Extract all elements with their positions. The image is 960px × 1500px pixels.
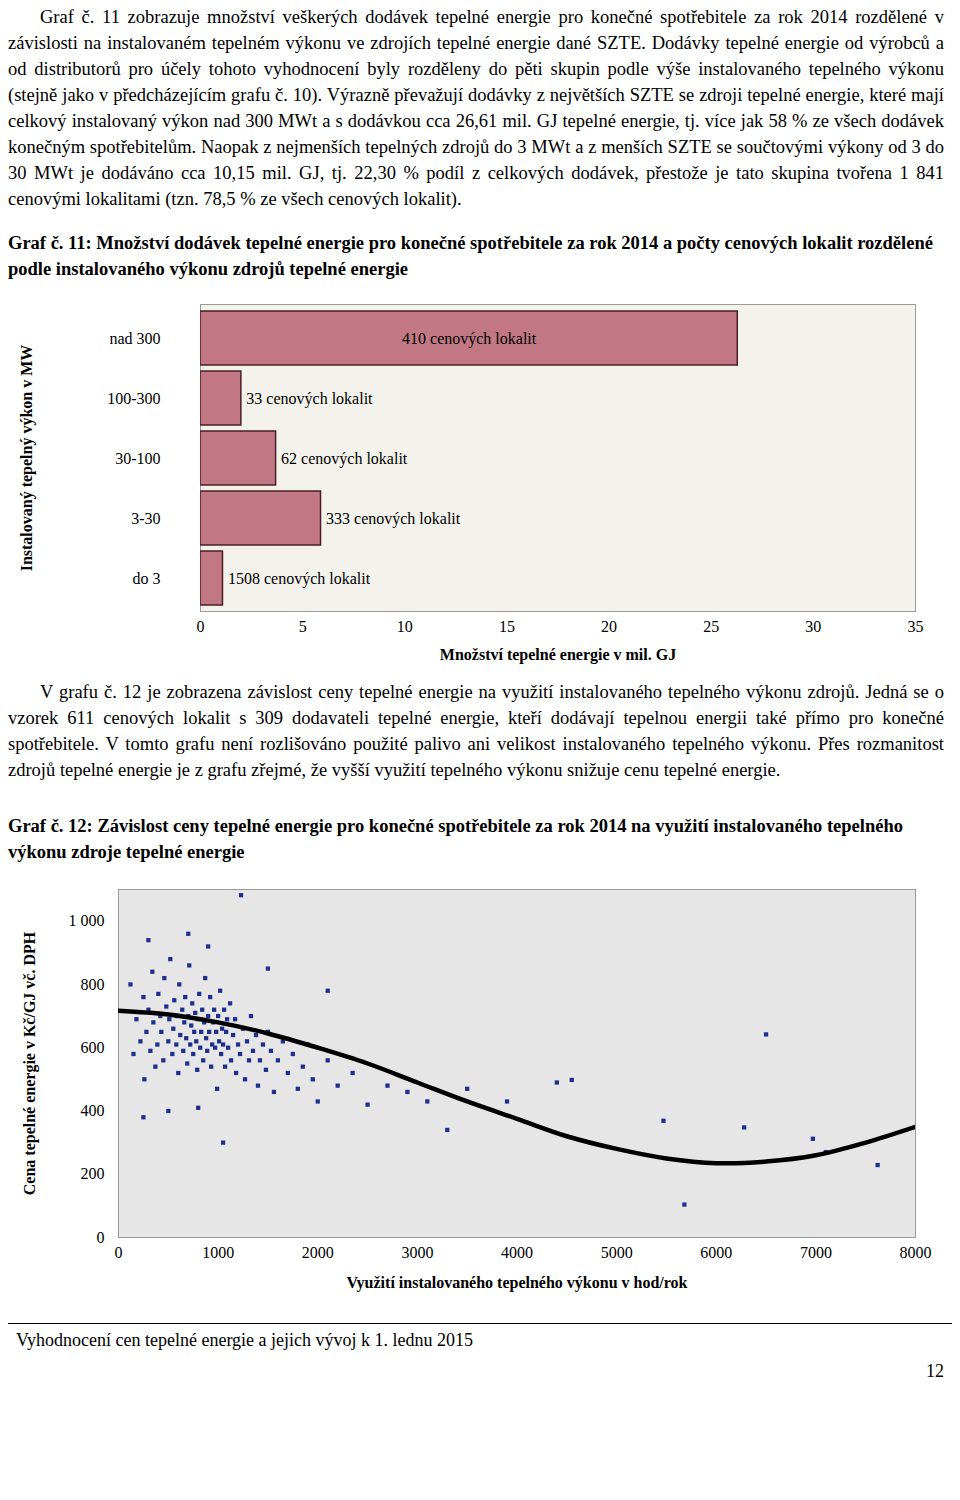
svg-text:8000: 8000 <box>900 1244 932 1261</box>
svg-text:800: 800 <box>81 976 105 993</box>
html-text:V grafu č. 12 je zobrazena záv: V grafu č. 12 je zobrazena závislost cen… <box>8 682 944 780</box>
svg-text:10: 10 <box>397 618 413 635</box>
svg-text:0: 0 <box>97 1229 105 1246</box>
svg-text:nad 300: nad 300 <box>109 330 160 347</box>
svg-text:Cena tepelné energie v Kč/GJ v: Cena tepelné energie v Kč/GJ vč. DPH <box>21 931 39 1195</box>
svg-text:Instalovaný tepelný výkon v MW: Instalovaný tepelný výkon v MW <box>18 345 36 572</box>
html-text:Vyhodnocení cen tepelné energi: Vyhodnocení cen tepelné energie a jejich… <box>16 1330 473 1350</box>
svg-text:do 3: do 3 <box>133 570 161 587</box>
svg-text:5: 5 <box>299 618 307 635</box>
svg-text:1000: 1000 <box>202 1244 234 1261</box>
html-text:Graf č. 11: Množství dodávek t: Graf č. 11: Množství dodávek tepelné ene… <box>8 233 933 279</box>
svg-text:5000: 5000 <box>601 1244 633 1261</box>
svg-text:Množství tepelné energie v mil: Množství tepelné energie v mil. GJ <box>440 646 676 664</box>
svg-text:30: 30 <box>805 618 821 635</box>
svg-text:333 cenových lokalit: 333 cenových lokalit <box>326 510 461 528</box>
svg-text:0: 0 <box>197 618 205 635</box>
svg-text:20: 20 <box>601 618 617 635</box>
html-text:Graf č. 11 zobrazuje množství: Graf č. 11 zobrazuje množství veškerých … <box>8 7 944 209</box>
svg-text:15: 15 <box>499 618 515 635</box>
svg-text:200: 200 <box>81 1165 105 1182</box>
svg-text:Využití instalovaného tepelnéh: Využití instalovaného tepelného výkonu v… <box>347 1274 688 1292</box>
svg-text:0: 0 <box>115 1244 123 1261</box>
svg-text:2000: 2000 <box>302 1244 334 1261</box>
svg-text:4000: 4000 <box>501 1244 533 1261</box>
svg-text:30-100: 30-100 <box>115 450 160 467</box>
svg-text:3-30: 3-30 <box>131 510 160 527</box>
svg-text:600: 600 <box>81 1039 105 1056</box>
svg-text:410 cenových lokalit: 410 cenových lokalit <box>402 330 537 348</box>
html-text:12: 12 <box>926 1361 944 1381</box>
svg-text:62 cenových lokalit: 62 cenových lokalit <box>281 450 408 468</box>
svg-text:6000: 6000 <box>700 1244 732 1261</box>
svg-text:7000: 7000 <box>800 1244 832 1261</box>
html-text:Graf č. 12: Závislost ceny tep: Graf č. 12: Závislost ceny tepelné energ… <box>8 816 903 862</box>
svg-text:1 000: 1 000 <box>69 912 105 929</box>
svg-text:33 cenových lokalit: 33 cenových lokalit <box>246 390 373 408</box>
svg-text:35: 35 <box>908 618 924 635</box>
svg-text:3000: 3000 <box>401 1244 433 1261</box>
svg-text:25: 25 <box>703 618 719 635</box>
svg-text:1508 cenových lokalit: 1508 cenových lokalit <box>228 570 371 588</box>
svg-text:100-300: 100-300 <box>107 390 160 407</box>
svg-text:400: 400 <box>81 1102 105 1119</box>
